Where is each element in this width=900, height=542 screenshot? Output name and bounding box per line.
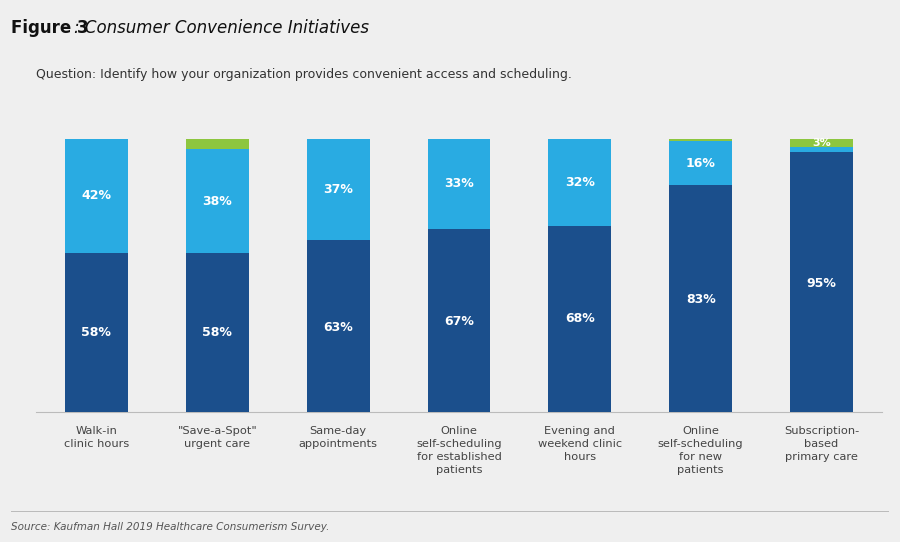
Bar [186,150,248,253]
Text: 33%: 33% [444,177,474,190]
Text: 42%: 42% [81,190,112,203]
Text: 83%: 83% [686,293,716,306]
Bar [307,240,370,412]
Bar [790,139,853,147]
Text: 95%: 95% [806,277,836,290]
Text: Source: Kaufman Hall 2019 Healthcare Consumerism Survey.: Source: Kaufman Hall 2019 Healthcare Con… [11,522,329,532]
Bar [65,139,128,253]
Text: Question: Identify how your organization provides convenient access and scheduli: Question: Identify how your organization… [36,68,572,81]
Text: 63%: 63% [323,321,353,334]
Bar [790,147,853,152]
Text: 67%: 67% [444,315,474,328]
Bar [428,139,491,229]
Text: 3%: 3% [812,138,831,147]
Text: 38%: 38% [202,195,232,208]
Bar [186,253,248,412]
Bar [670,139,732,141]
Bar [670,185,732,412]
Bar [670,141,732,185]
Text: Figure 3: Figure 3 [11,19,88,37]
Text: 58%: 58% [202,326,232,339]
Bar [307,139,370,240]
Bar [428,229,491,412]
Bar [548,139,611,226]
Text: 32%: 32% [565,176,595,189]
Bar [186,139,248,150]
Text: 68%: 68% [565,313,595,326]
Text: 37%: 37% [323,183,353,196]
Text: : Consumer Convenience Initiatives: : Consumer Convenience Initiatives [74,19,369,37]
Text: 16%: 16% [686,157,716,170]
Text: 58%: 58% [82,326,112,339]
Bar [790,152,853,412]
Bar [65,253,128,412]
Bar [548,226,611,412]
